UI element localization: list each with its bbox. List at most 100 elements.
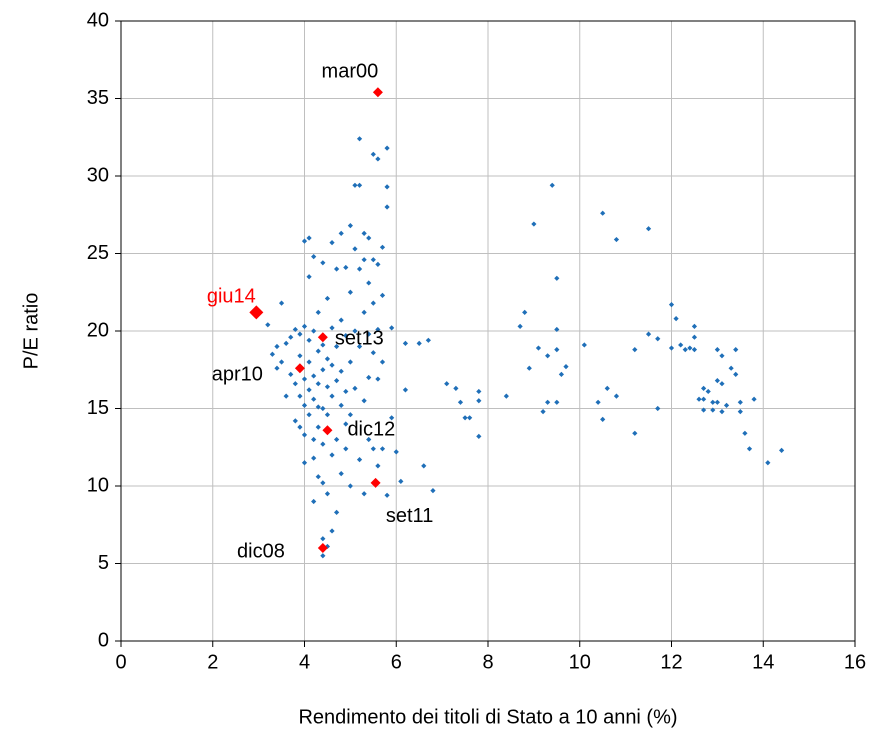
point [306,359,312,365]
point [334,266,340,272]
point [668,345,675,351]
point [375,326,381,333]
point [540,409,546,415]
point [292,381,298,387]
point [315,309,321,315]
point [389,415,395,421]
point [288,371,294,377]
point [545,353,551,359]
point [733,371,739,377]
point [691,347,698,353]
point [306,235,312,241]
point [320,536,326,542]
point [361,398,367,404]
point [278,300,285,306]
point [324,384,331,390]
point [430,488,436,494]
point [292,326,298,333]
y-tick-label: 35 [87,87,109,109]
point [315,474,321,480]
point [338,317,344,323]
point [746,446,753,452]
point [421,463,427,469]
point [645,331,652,337]
point [673,316,679,322]
point [301,460,308,466]
point [554,326,560,333]
point [343,421,349,427]
x-tick-label: 10 [569,651,591,673]
point [334,378,340,384]
point [719,409,725,415]
y-tick-label: 25 [87,242,109,264]
annotation-label: dic08 [237,540,285,562]
point [613,393,620,399]
point [297,393,303,399]
point [320,367,326,373]
point [329,393,335,399]
point [334,436,340,443]
point [375,261,381,267]
point [352,246,358,252]
point [402,340,409,346]
point [393,449,399,455]
x-tick-label: 8 [482,651,493,673]
point [645,226,652,232]
y-tick-label: 5 [98,552,109,574]
point [301,402,308,408]
point [444,381,450,387]
point [379,359,386,365]
point [311,373,317,379]
point [329,362,335,368]
point [600,416,606,422]
point [467,415,473,421]
point [366,374,372,381]
point [329,452,335,458]
point [632,347,638,353]
annotation-label: giu14 [207,286,256,308]
point [701,385,707,391]
highlight-point [370,477,381,488]
point [306,274,312,280]
point [315,424,321,430]
point [554,347,560,353]
point [526,365,532,371]
annotation-label: set11 [386,505,433,527]
point [306,337,312,343]
point [691,334,698,340]
y-tick-label: 15 [87,397,109,419]
annotation-label: apr10 [212,363,263,385]
point [366,331,372,337]
point [361,257,367,263]
point [338,368,344,374]
point [347,359,353,365]
highlight-point [317,543,328,553]
point [278,359,285,365]
point [398,478,404,484]
point [274,343,280,350]
point [343,388,349,395]
point [338,230,344,236]
y-tick-label: 10 [87,474,109,496]
point [265,322,271,328]
highlight-point [249,305,264,320]
point [416,340,422,346]
point [701,407,707,413]
point [705,388,711,395]
point [315,381,321,387]
point [352,328,358,334]
point [269,351,275,357]
point [297,353,303,359]
point [315,348,321,354]
point [476,398,482,404]
x-tick-label: 6 [391,651,402,673]
point [329,240,335,246]
x-axis-label: Rendimento dei titoli di Stato a 10 anni… [298,706,677,728]
point [563,364,569,370]
point [288,334,294,340]
point [733,347,739,353]
point [714,347,720,353]
x-tick-label: 12 [660,651,682,673]
point [545,399,551,405]
point [311,498,317,505]
